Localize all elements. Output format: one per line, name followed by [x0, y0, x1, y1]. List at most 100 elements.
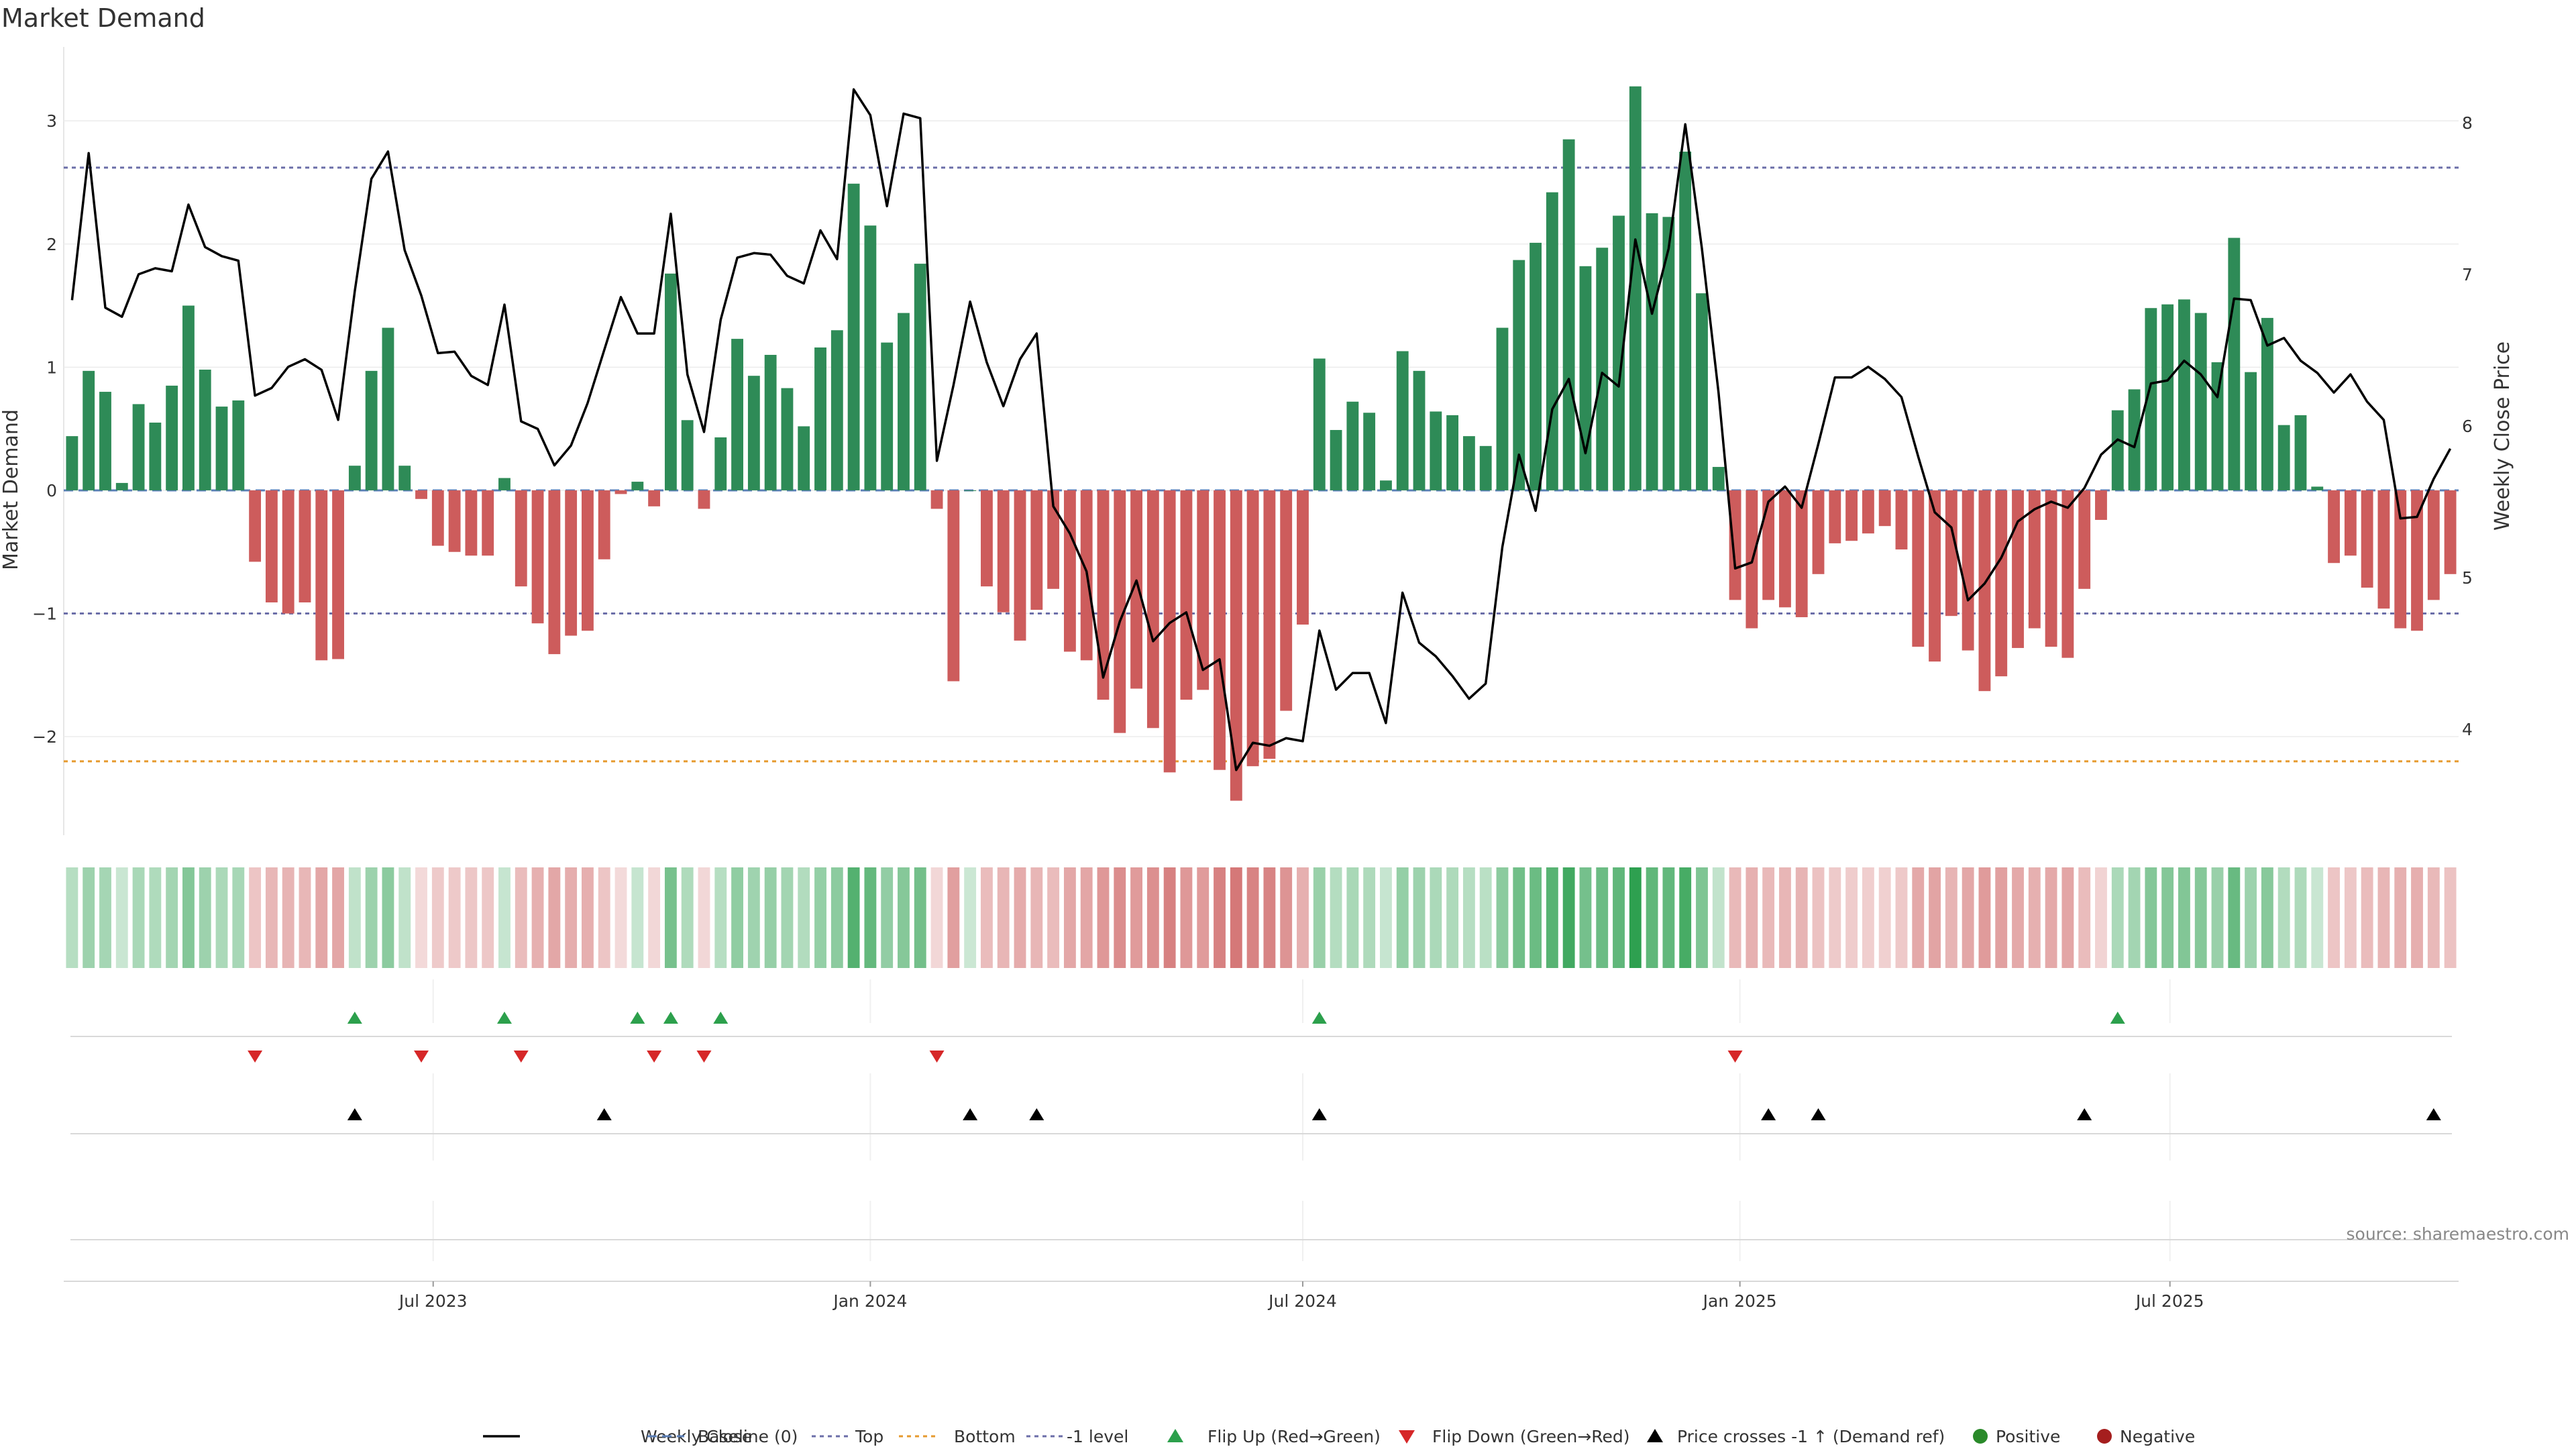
heat-cell [1945, 867, 1957, 968]
demand-bar [1380, 480, 1392, 490]
legend-item: Flip Down (Green→Red) [1399, 1427, 1630, 1446]
heat-cell [1097, 867, 1110, 968]
heat-cell [2128, 867, 2141, 968]
demand-bar [166, 385, 178, 490]
legend-item: Negative [2097, 1427, 2195, 1446]
y-tick-label: −2 [32, 727, 57, 747]
demand-bar [1829, 490, 1841, 543]
x-tick-label: Jul 2024 [1267, 1291, 1337, 1311]
heat-cell [315, 867, 328, 968]
demand-bar [1845, 490, 1858, 541]
heat-cell [115, 867, 128, 968]
demand-bar [1496, 327, 1509, 490]
heat-cell [2211, 867, 2224, 968]
demand-bar [714, 437, 727, 490]
heat-cell [149, 867, 162, 968]
heat-cell [2194, 867, 2207, 968]
heat-cell [448, 867, 461, 968]
heat-cell [398, 867, 411, 968]
demand-bar [548, 490, 561, 655]
heat-cell [598, 867, 610, 968]
demand-bar [1546, 192, 1558, 490]
heat-cell [365, 867, 378, 968]
chart-title: Market Demand [1, 3, 205, 33]
legend-label: Flip Down (Green→Red) [1432, 1427, 1630, 1446]
y2-tick-label: 4 [2462, 720, 2473, 739]
demand-bar [747, 376, 760, 490]
demand-bar [2294, 415, 2307, 490]
demand-bar [781, 388, 794, 490]
demand-bar [864, 225, 877, 490]
flip-up-marker [1311, 1012, 1327, 1024]
demand-bar [798, 426, 810, 490]
x-tick-label: Jan 2024 [832, 1291, 907, 1311]
demand-bar [1430, 411, 1442, 490]
heat-cell [1513, 867, 1525, 968]
y2-tick-label: 5 [2462, 568, 2473, 588]
heat-cell [2111, 867, 2124, 968]
heat-cell [348, 867, 361, 968]
demand-bar [1479, 445, 1492, 490]
demand-bar [1413, 370, 1426, 490]
heat-cell [1080, 867, 1093, 968]
demand-bar [448, 490, 461, 552]
flip-up-marker [663, 1012, 678, 1024]
demand-bar [299, 490, 311, 603]
heat-cell [1346, 867, 1359, 968]
demand-bar [1197, 490, 1210, 690]
heat-cell [1146, 867, 1159, 968]
demand-bar [1063, 490, 1076, 652]
legend-item: Flip Up (Red→Green) [1167, 1427, 1381, 1446]
flip-down-marker [248, 1051, 263, 1063]
demand-bar [1878, 490, 1891, 527]
heat-cell [1579, 867, 1592, 968]
demand-bar [947, 490, 960, 682]
y-tick-label: 0 [46, 481, 57, 500]
lower-panels [64, 1239, 2459, 1282]
y-tick-label: 2 [46, 235, 57, 254]
price-cross-marker [1311, 1108, 1327, 1120]
demand-bar [914, 264, 926, 490]
heat-cell [1230, 867, 1242, 968]
demand-bar [1962, 490, 1974, 651]
demand-bar [1929, 490, 1941, 662]
legend-item: -1 level [1026, 1427, 1128, 1446]
demand-bar [2061, 490, 2074, 658]
demand-bar [182, 305, 195, 490]
demand-bar [398, 466, 411, 490]
heat-cell [265, 867, 278, 968]
heat-cell [1363, 867, 1376, 968]
heat-cell [2228, 867, 2241, 968]
heat-cell [997, 867, 1010, 968]
heat-cell [747, 867, 760, 968]
heat-cell [864, 867, 877, 968]
demand-bar [2012, 490, 2024, 648]
heat-cell [614, 867, 627, 968]
heat-cell [1596, 867, 1609, 968]
heat-cell [2161, 867, 2174, 968]
demand-bar [764, 354, 777, 490]
x-tick-label: Jul 2025 [2135, 1291, 2204, 1311]
flip-up-marker [713, 1012, 729, 1024]
heat-cell [2178, 867, 2190, 968]
heat-cell [1380, 867, 1392, 968]
heat-cell [1895, 867, 1908, 968]
demand-bar [465, 490, 478, 556]
heat-cell [1462, 867, 1475, 968]
demand-bar [1363, 413, 1376, 490]
demand-bar [565, 490, 578, 636]
legend-item: Baseline (0) [647, 1427, 798, 1446]
heat-cell [1014, 867, 1026, 968]
demand-bar [99, 392, 111, 490]
heat-cell [565, 867, 578, 968]
legend-label: Negative [2120, 1427, 2195, 1446]
heat-cell [1562, 867, 1575, 968]
heat-cell [1878, 867, 1891, 968]
flip-down-marker [414, 1051, 429, 1063]
flip-down-marker [647, 1051, 662, 1063]
heat-cell [1995, 867, 2008, 968]
demand-bar [199, 370, 211, 490]
heat-cell [2277, 867, 2290, 968]
heat-cell [814, 867, 826, 968]
heat-cell [2028, 867, 2041, 968]
